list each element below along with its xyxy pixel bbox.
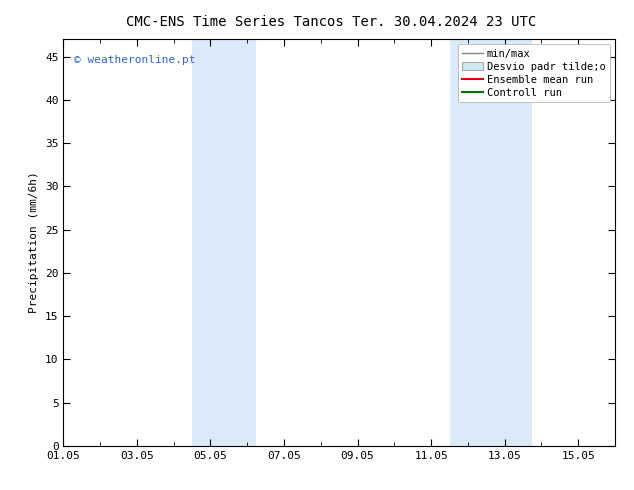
Text: © weatheronline.pt: © weatheronline.pt: [74, 55, 196, 66]
Y-axis label: Precipitation (mm/6h): Precipitation (mm/6h): [30, 172, 39, 314]
Bar: [450, 39, 533, 446]
Bar: [192, 39, 256, 446]
Text: Ter. 30.04.2024 23 UTC: Ter. 30.04.2024 23 UTC: [352, 15, 536, 29]
Legend: min/max, Desvio padr tilde;o, Ensemble mean run, Controll run: min/max, Desvio padr tilde;o, Ensemble m…: [458, 45, 610, 102]
Text: CMC-ENS Time Series Tancos: CMC-ENS Time Series Tancos: [126, 15, 344, 29]
